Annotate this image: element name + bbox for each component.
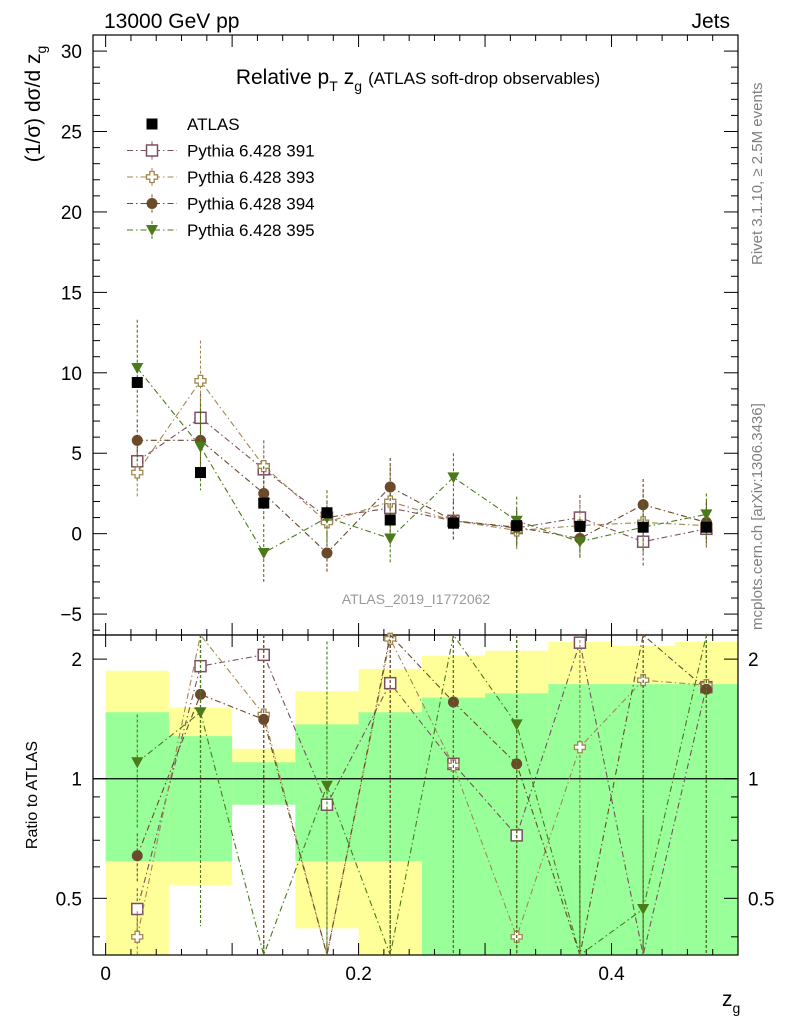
point-pythia-6-428-395 xyxy=(257,547,270,559)
y-tick-label: 10 xyxy=(61,364,82,385)
point-atlas xyxy=(195,467,206,479)
y-tick-label: 30 xyxy=(61,42,82,63)
point-pythia-6-428-393 xyxy=(194,374,207,387)
legend-marker-pythia-6-428-395 xyxy=(146,225,158,236)
legend-marker-pythia-6-428-394 xyxy=(146,198,158,209)
point-pythia-6-428-394 xyxy=(384,481,396,493)
point-pythia-6-428-395 xyxy=(447,472,460,484)
point-pythia-6-428-393 xyxy=(131,466,144,479)
series-line-pythia-6-428-393 xyxy=(136,379,707,531)
point-atlas xyxy=(447,517,459,529)
ratio-point-pythia-6-428-393 xyxy=(573,741,587,754)
legend-marker-atlas xyxy=(146,118,158,130)
ratio-tick-label-right: 1 xyxy=(748,770,759,791)
legend: ATLAS Pythia 6.428 391 Pythia 6.428 393 Pyt… xyxy=(127,115,315,240)
ratio-tick-label-right: 0.5 xyxy=(748,889,774,910)
header-left-label: 13000 GeV pp xyxy=(104,10,239,33)
ratio-tick-label: 0.5 xyxy=(56,889,82,910)
ratio-point-pythia-6-428-395 xyxy=(194,707,207,719)
ratio-point-pythia-6-428-395 xyxy=(131,757,144,769)
ratio-point-pythia-6-428-394 xyxy=(195,688,206,700)
point-pythia-6-428-393 xyxy=(384,495,397,508)
series-line-pythia-6-428-391 xyxy=(136,417,707,543)
ratio-point-pythia-6-428-393 xyxy=(131,930,144,943)
point-atlas xyxy=(384,514,396,526)
axis-ticks xyxy=(93,34,738,955)
point-atlas xyxy=(511,520,523,532)
ratio-point-pythia-6-428-395 xyxy=(510,719,523,731)
rivet-version-label: Rivet 3.1.10, ≥ 2.5M events xyxy=(749,83,766,266)
ratio-point-pythia-6-428-395 xyxy=(320,780,333,792)
legend-label-pythia-6-428-395: Pythia 6.428 395 xyxy=(187,221,315,240)
ratio-band-gap xyxy=(232,804,296,955)
ratio-series-group xyxy=(131,632,713,958)
ratio-line-pythia-6-428-391 xyxy=(136,640,707,956)
legend-label-pythia-6-428-391: Pythia 6.428 391 xyxy=(187,142,315,161)
chart-title: Relative pT zg (ATLAS soft-drop observable… xyxy=(236,66,600,94)
series-line-pythia-6-428-394 xyxy=(137,439,707,554)
ratio-tick-label-right: 2 xyxy=(748,650,759,671)
point-pythia-6-428-395 xyxy=(384,533,397,545)
point-pythia-6-428-393 xyxy=(257,459,270,473)
mcplots-reference-label: mcplots.cern.ch [arXiv:1306.3436] xyxy=(749,403,766,630)
legend-label-atlas: ATLAS xyxy=(187,115,240,134)
y-tick-label: 20 xyxy=(61,203,82,224)
ratio-band-inner xyxy=(674,684,738,955)
point-pythia-6-428-394 xyxy=(258,487,270,499)
axis-tick-labels: 0 0.2 0.4 −5 0 5 10 15 20 25 30 0.5 0.5 1 1 2 2 xyxy=(56,42,775,985)
y-tick-label: 25 xyxy=(61,123,82,144)
legend-label-pythia-6-428-394: Pythia 6.428 394 xyxy=(187,195,315,214)
x-tick-label: 0.4 xyxy=(598,964,625,985)
point-atlas xyxy=(321,507,333,519)
y-tick-label: 0 xyxy=(71,525,82,546)
header-right-label: Jets xyxy=(691,10,730,33)
ratio-plot-frame xyxy=(92,634,739,956)
series-line-pythia-6-428-395 xyxy=(136,367,707,554)
legend-marker-pythia-6-428-391 xyxy=(145,144,159,157)
point-pythia-6-428-394 xyxy=(131,434,143,446)
x-axis-label: zg xyxy=(722,988,740,1016)
ratio-point-pythia-6-428-394 xyxy=(511,758,523,770)
point-pythia-6-428-395 xyxy=(573,536,586,548)
ratio-point-pythia-6-428-394 xyxy=(700,683,712,695)
point-atlas xyxy=(258,497,270,509)
y-tick-label: −5 xyxy=(60,605,82,626)
point-pythia-6-428-394 xyxy=(321,547,333,559)
point-atlas xyxy=(131,376,143,388)
ratio-tick-label: 1 xyxy=(71,770,82,791)
ratio-tick-label: 2 xyxy=(71,650,82,671)
analysis-tag: ATLAS_2019_I1772062 xyxy=(342,591,491,607)
y-tick-label: 5 xyxy=(71,444,82,465)
ratio-y-axis-label: Ratio to ATLAS xyxy=(24,741,41,849)
ratio-line-pythia-6-428-394 xyxy=(136,633,707,958)
legend-label-pythia-6-428-393: Pythia 6.428 393 xyxy=(187,168,315,187)
legend-marker-pythia-6-428-393 xyxy=(145,170,159,184)
point-atlas xyxy=(574,520,586,532)
x-tick-label: 0 xyxy=(100,964,111,985)
ratio-point-pythia-6-428-394 xyxy=(131,850,143,862)
y-axis-label: (1/σ) dσ/d zg xyxy=(22,46,49,163)
y-tick-label: 15 xyxy=(61,283,82,304)
point-pythia-6-428-395 xyxy=(194,441,207,453)
point-pythia-6-428-395 xyxy=(700,509,713,521)
main-series-group xyxy=(131,319,713,582)
point-pythia-6-428-395 xyxy=(131,362,144,374)
point-atlas xyxy=(700,521,712,533)
ratio-point-pythia-6-428-395 xyxy=(637,903,650,915)
point-atlas xyxy=(637,521,649,533)
ratio-line-pythia-6-428-395 xyxy=(136,633,707,958)
x-tick-label: 0.2 xyxy=(345,964,371,985)
ratio-point-pythia-6-428-394 xyxy=(258,713,270,725)
